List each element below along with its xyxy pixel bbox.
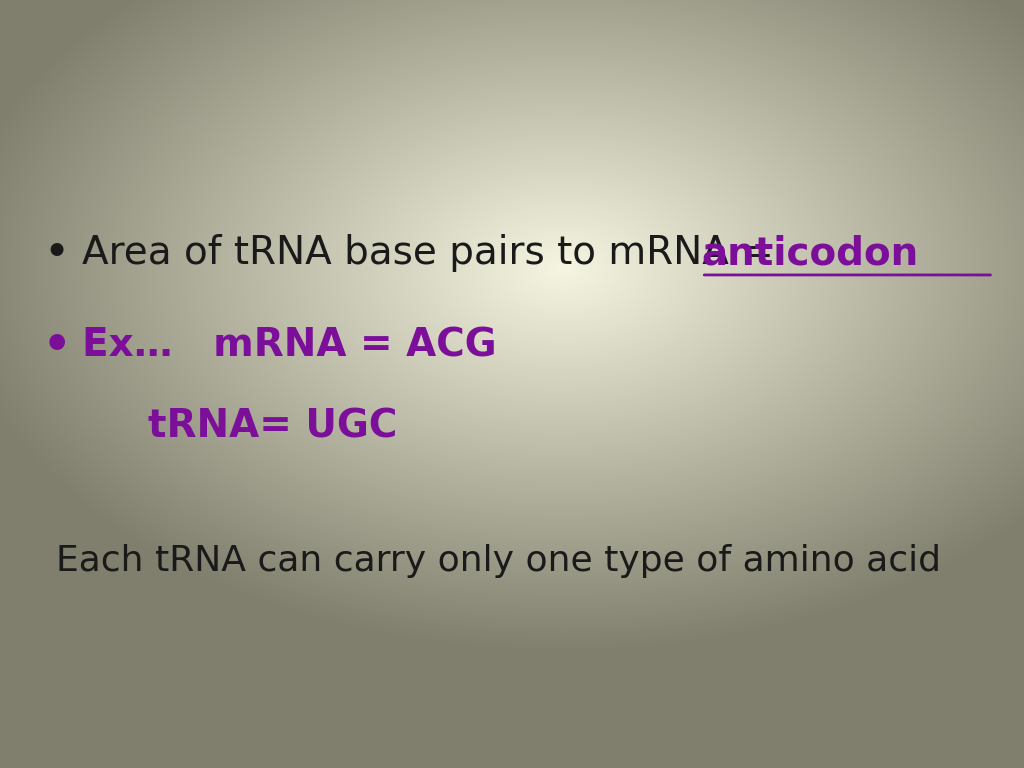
Text: Area of tRNA base pairs to mRNA =: Area of tRNA base pairs to mRNA = bbox=[82, 234, 786, 273]
Text: anticodon: anticodon bbox=[701, 234, 919, 273]
Text: Ex…   mRNA = ACG: Ex… mRNA = ACG bbox=[82, 326, 497, 365]
Text: Each tRNA can carry only one type of amino acid: Each tRNA can carry only one type of ami… bbox=[56, 544, 941, 578]
Text: •: • bbox=[43, 232, 70, 275]
Text: tRNA= UGC: tRNA= UGC bbox=[148, 407, 398, 445]
Text: •: • bbox=[42, 324, 71, 367]
